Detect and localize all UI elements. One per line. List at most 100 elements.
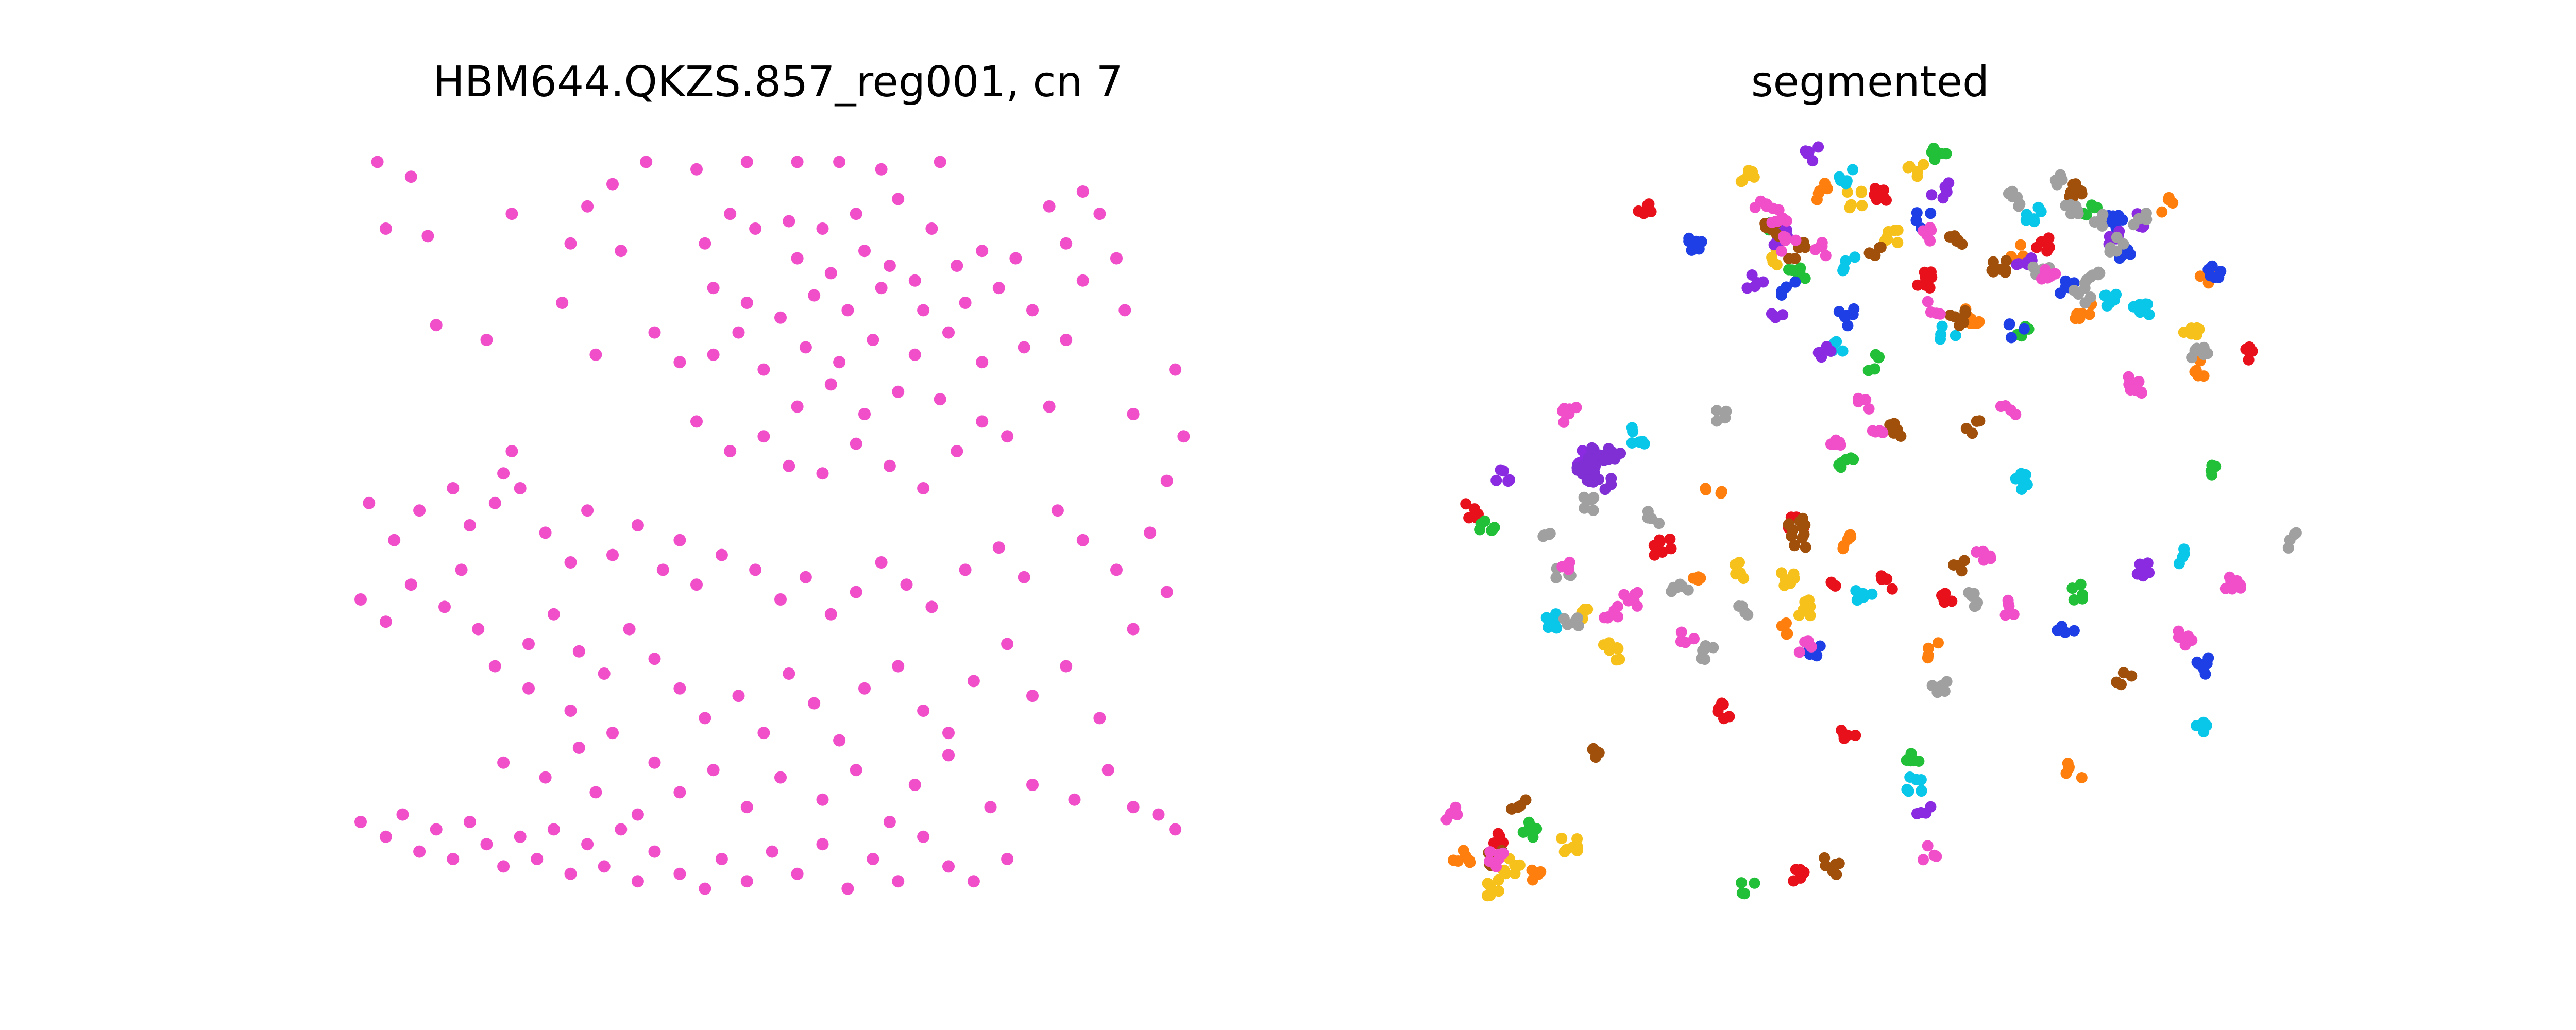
segment-point: [1571, 833, 1583, 845]
segment-point: [1869, 183, 1881, 195]
scatter-point: [472, 623, 485, 636]
scatter-point: [631, 875, 644, 888]
segment-point: [2055, 169, 2066, 181]
segment-cluster: [1556, 556, 1575, 575]
segment-cluster: [2178, 322, 2205, 341]
segment-point: [1592, 473, 1604, 485]
scatter-point: [766, 845, 778, 858]
segment-cluster: [1901, 748, 1925, 767]
scatter-point: [715, 548, 728, 561]
scatter-point: [379, 222, 392, 235]
segment-point: [2043, 242, 2055, 253]
segment-cluster: [1506, 794, 1532, 815]
scatter-point: [388, 534, 401, 546]
segment-point: [2198, 341, 2210, 353]
segment-point: [1863, 403, 1875, 415]
scatter-point: [497, 756, 510, 769]
segment-point: [2089, 216, 2100, 228]
segment-point: [2178, 543, 2190, 555]
segment-cluster: [2191, 716, 2212, 737]
scatter-point: [1076, 274, 1089, 287]
segment-point: [1933, 637, 1944, 649]
segment-point: [1812, 141, 1824, 153]
segment-point: [2141, 214, 2153, 226]
scatter-point: [858, 408, 871, 420]
scatter-point: [774, 311, 787, 324]
scatter-point: [413, 504, 426, 517]
scatter-point: [606, 548, 619, 561]
scatter-point: [598, 860, 611, 873]
scatter-point: [892, 660, 905, 673]
segment-point: [1581, 474, 1593, 486]
scatter-point: [1051, 504, 1064, 517]
scatter-point: [690, 163, 703, 176]
scatter-point: [833, 734, 846, 747]
segment-point: [1901, 784, 1913, 795]
segment-point: [2080, 209, 2092, 221]
scatter-point: [875, 282, 888, 295]
scatter-point: [850, 764, 862, 777]
scatter-point: [732, 326, 745, 339]
segment-cluster: [1642, 506, 1665, 529]
segment-cluster: [1912, 266, 1938, 294]
segment-point: [1827, 579, 1839, 591]
segment-point: [1922, 840, 1934, 852]
segment-cluster: [1648, 533, 1677, 561]
segment-point: [1913, 756, 1925, 767]
segment-point: [1578, 491, 1590, 503]
segment-cluster: [1783, 262, 1811, 284]
scatter-point: [900, 578, 913, 591]
scatter-point: [488, 660, 501, 673]
scatter-point: [699, 712, 711, 725]
segment-cluster: [1999, 594, 2020, 621]
segment-point: [1790, 234, 1802, 246]
segment-point: [1618, 589, 1630, 600]
segment-point: [1768, 310, 1780, 321]
segment-point: [1493, 885, 1504, 897]
segment-point: [1789, 540, 1800, 552]
segment-cluster: [1683, 232, 1707, 256]
segment-point: [1551, 622, 1563, 634]
segment-cluster: [2191, 652, 2214, 680]
segment-point: [1800, 541, 1811, 553]
segment-point: [2126, 670, 2138, 682]
segment-point: [1700, 640, 1711, 651]
segment-point: [1509, 868, 1521, 880]
segment-point: [1886, 583, 1898, 595]
scatter-point: [1026, 690, 1039, 702]
segment-point: [2202, 652, 2214, 664]
segment-point: [2011, 259, 2023, 270]
segment-point: [2243, 354, 2255, 366]
segment-cluster: [2060, 199, 2084, 220]
segment-cluster: [1448, 845, 1476, 868]
segment-point: [2084, 291, 2096, 303]
scatter-point: [774, 771, 787, 784]
scatter-point: [724, 208, 737, 220]
segment-point: [1841, 729, 1853, 741]
segment-point: [1656, 546, 1668, 558]
segment-point: [1626, 422, 1638, 434]
segment-point: [2020, 469, 2031, 480]
segment-point: [1527, 831, 1539, 843]
segment-point: [1520, 794, 1532, 806]
segment-point: [1495, 464, 1506, 476]
segment-cluster: [1863, 242, 1887, 262]
segment-cluster: [2123, 371, 2147, 399]
segment-cluster: [1793, 635, 1817, 658]
segment-point: [2070, 313, 2081, 324]
segment-point: [1603, 444, 1615, 456]
scatter-point: [984, 801, 997, 814]
scatter-point: [707, 764, 720, 777]
segment-point: [2008, 609, 2020, 620]
left-scatter-plot: [354, 156, 1190, 895]
segment-cluster: [2060, 758, 2088, 783]
segment-cluster: [1766, 308, 1789, 323]
segment-point: [1628, 594, 1640, 606]
segment-point: [1873, 242, 1885, 254]
segment-point: [2005, 404, 2016, 416]
segment-point: [1999, 609, 2011, 621]
scatter-point: [1110, 563, 1123, 576]
scatter-point: [757, 363, 770, 376]
scatter-point: [883, 459, 896, 472]
segment-point: [2076, 772, 2088, 783]
